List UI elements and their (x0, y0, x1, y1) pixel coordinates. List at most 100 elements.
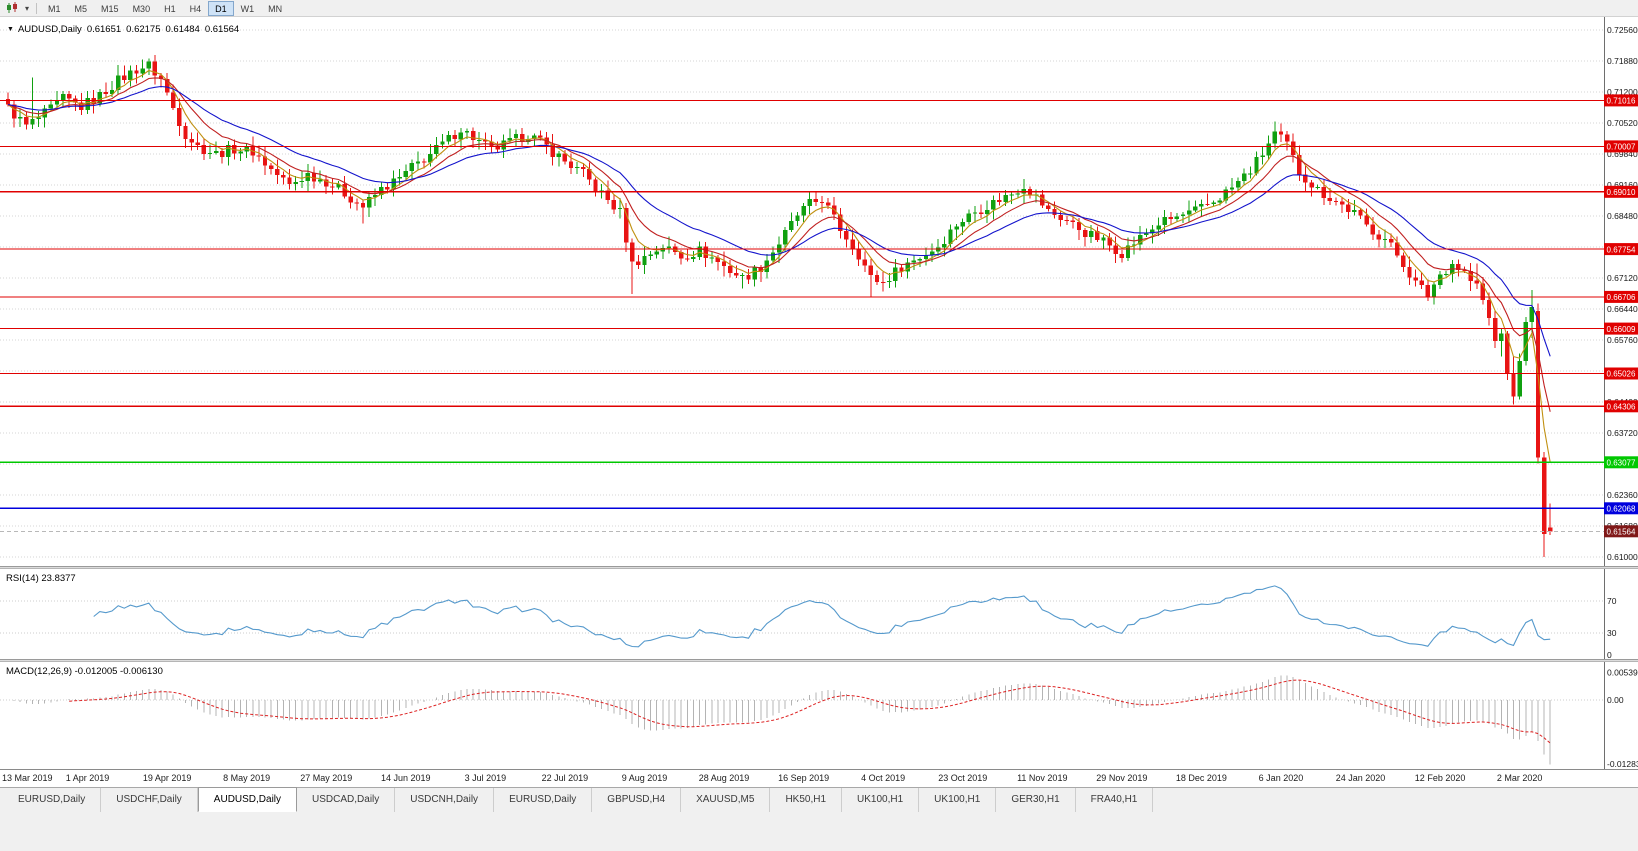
time-axis-label: 29 Nov 2019 (1096, 773, 1148, 783)
timeframe-button-h1[interactable]: H1 (164, 3, 176, 14)
ohlc-high-value: 0.62175 (126, 24, 161, 35)
macd-indicator-panel[interactable]: 0.005394 0.00 -0.01283 MACD(12,26,9) -0.012… (0, 662, 1638, 769)
svg-text:0.62068: 0.62068 (1607, 505, 1636, 514)
svg-text:0.66009: 0.66009 (1607, 325, 1636, 334)
svg-text:0.61564: 0.61564 (1607, 528, 1636, 537)
time-axis-label: 3 Jul 2019 (464, 773, 507, 783)
ma-fast-line (7, 69, 1551, 463)
collapse-marker-icon[interactable]: ▼ (7, 26, 14, 33)
time-axis-label: 2 Mar 2020 (1496, 773, 1543, 783)
chart-symbol-label: AUDUSD,Daily (17, 24, 82, 35)
ohlc-low-value: 0.61484 (165, 24, 200, 35)
chart-tabs-row: EURUSD,Daily USDCHF,Daily AUDUSD,Daily USDC… (0, 787, 1638, 812)
time-axis-label: 1 Apr 2019 (65, 773, 110, 783)
chart-ohlc-header: ▼ AUDUSD,Daily 0.61651 0.62175 0.61484 0.6156… (7, 24, 244, 35)
chart-tab-uk100-h1[interactable]: UK100,H1 (919, 788, 997, 812)
chart-tab-gbpusd-h4[interactable]: GBPUSD,H4 (592, 788, 682, 812)
svg-text:0.71016: 0.71016 (1607, 97, 1636, 106)
candlestick-icon (7, 2, 17, 13)
svg-text:0.69160: 0.69160 (1607, 180, 1638, 190)
horizontal-level-lines: 0.71016 0.70007 0.69010 0.67754 0.66706 0.660… (0, 94, 1638, 538)
time-axis-label: 14 Jun 2019 (381, 773, 431, 783)
svg-text:0.64306: 0.64306 (1607, 403, 1636, 412)
ma-medium-line (7, 77, 1551, 412)
timeframe-button-h4[interactable]: H4 (189, 3, 202, 14)
svg-text:-0.01283: -0.01283 (1607, 759, 1638, 769)
macd-label: MACD(12,26,9) -0.012005 -0.006130 (6, 666, 163, 677)
svg-text:0.63720: 0.63720 (1607, 428, 1638, 438)
timeframe-button-w1[interactable]: W1 (240, 3, 255, 14)
chart-tab-bar: EURUSD,Daily USDCHF,Daily AUDUSD,Daily USDC… (0, 787, 1638, 851)
svg-text:0.71880: 0.71880 (1607, 56, 1638, 66)
timeframe-button-m5[interactable]: M5 (74, 3, 88, 14)
time-axis-label: 28 Aug 2019 (698, 773, 750, 783)
chart-tab-xauusd-m5[interactable]: XAUUSD,M5 (681, 788, 771, 812)
panel-splitter[interactable] (0, 659, 1638, 662)
svg-text:70: 70 (1607, 596, 1617, 606)
time-axis-label: 19 Apr 2019 (142, 773, 192, 783)
svg-text:0.61000: 0.61000 (1607, 552, 1638, 562)
svg-text:0.62360: 0.62360 (1607, 490, 1638, 500)
svg-text:0: 0 (1607, 650, 1612, 659)
chart-dropdown-caret-icon[interactable]: ▾ (25, 3, 30, 13)
timeframe-button-m30[interactable]: M30 (132, 3, 151, 14)
time-axis-label: 27 May 2019 (300, 773, 353, 783)
rsi-line (93, 585, 1551, 648)
svg-text:0.70520: 0.70520 (1607, 118, 1638, 128)
time-axis-label: 11 Nov 2019 (1017, 773, 1068, 783)
timeframe-toolbar: ▾ M1 M5 M15 M30 H1 H4 D1 W1 MN (0, 0, 1638, 17)
svg-text:0.66440: 0.66440 (1607, 304, 1638, 314)
time-axis-label: 8 May 2019 (223, 773, 271, 783)
rsi-label: RSI(14) 23.8377 (6, 573, 76, 584)
chart-tab-hk50-h1[interactable]: HK50,H1 (770, 788, 843, 812)
chart-tab-uk100-h1[interactable]: UK100,H1 (842, 788, 920, 812)
rsi-grid (0, 600, 1604, 634)
svg-text:0.66706: 0.66706 (1607, 293, 1636, 302)
svg-text:0.67754: 0.67754 (1607, 245, 1636, 254)
ohlc-open-value: 0.61651 (86, 24, 122, 35)
svg-text:0.005394: 0.005394 (1607, 668, 1638, 678)
svg-text:0.65760: 0.65760 (1607, 335, 1638, 345)
chart-tab-eurusd-daily[interactable]: EURUSD,Daily (3, 788, 102, 812)
svg-text:0.70007: 0.70007 (1607, 143, 1636, 152)
timeframe-button-m15[interactable]: M15 (101, 3, 119, 14)
chart-tab-ger30-h1[interactable]: GER30,H1 (996, 788, 1076, 812)
macd-signal-line (69, 679, 1551, 744)
time-axis-label: 13 Mar 2019 (2, 773, 53, 783)
chart-tab-usdchf-daily[interactable]: USDCHF,Daily (101, 788, 198, 812)
svg-text:0.65026: 0.65026 (1607, 370, 1636, 379)
chart-tab-eurusd-daily[interactable]: EURUSD,Daily (494, 788, 593, 812)
time-axis-label: 4 Oct 2019 (861, 773, 906, 783)
timeframe-button-m1[interactable]: M1 (48, 3, 61, 14)
chart-tab-fra40-h1[interactable]: FRA40,H1 (1076, 788, 1154, 812)
ohlc-close-value: 0.61564 (204, 24, 240, 35)
svg-text:0.68480: 0.68480 (1607, 211, 1638, 221)
time-axis-label: 23 Oct 2019 (938, 773, 988, 783)
time-axis-label: 9 Aug 2019 (621, 773, 668, 783)
chart-tab-audusd-daily[interactable]: AUDUSD,Daily (197, 787, 298, 812)
time-axis[interactable]: 13 Mar 2019 1 Apr 2019 19 Apr 2019 8 May 20… (0, 769, 1638, 787)
chart-type-icon[interactable] (4, 1, 22, 16)
svg-text:0.69840: 0.69840 (1607, 149, 1638, 159)
toolbar-separator (36, 2, 38, 14)
chart-tab-usdcad-daily[interactable]: USDCAD,Daily (297, 788, 396, 812)
svg-text:0.00: 0.00 (1607, 695, 1624, 705)
chart-tab-usdcnh-daily[interactable]: USDCNH,Daily (395, 788, 495, 812)
main-price-chart[interactable]: 0.72560 0.71880 0.71200 0.70520 0.69840 0.691… (0, 17, 1638, 566)
timeframe-button-d1[interactable]: D1 (208, 0, 234, 16)
time-axis-label: 6 Jan 2020 (1258, 773, 1304, 783)
ma-slow-line (7, 85, 1551, 357)
macd-histogram (13, 675, 1551, 765)
svg-text:0.69010: 0.69010 (1607, 188, 1636, 197)
panel-splitter[interactable] (0, 566, 1638, 569)
timeframe-buttons-group: M1 M5 M15 M30 H1 H4 D1 W1 MN (41, 0, 289, 16)
svg-text:0.72560: 0.72560 (1607, 25, 1638, 35)
time-axis-label: 22 Jul 2019 (541, 773, 589, 783)
rsi-indicator-panel[interactable]: 70 30 0 RSI(14) 23.8377 (0, 569, 1638, 659)
time-axis-label: 12 Feb 2020 (1414, 773, 1466, 783)
time-axis-label: 16 Sep 2019 (778, 773, 830, 783)
timeframe-button-mn[interactable]: MN (268, 3, 283, 14)
svg-text:30: 30 (1607, 628, 1617, 638)
candles-layer (5, 55, 1553, 557)
